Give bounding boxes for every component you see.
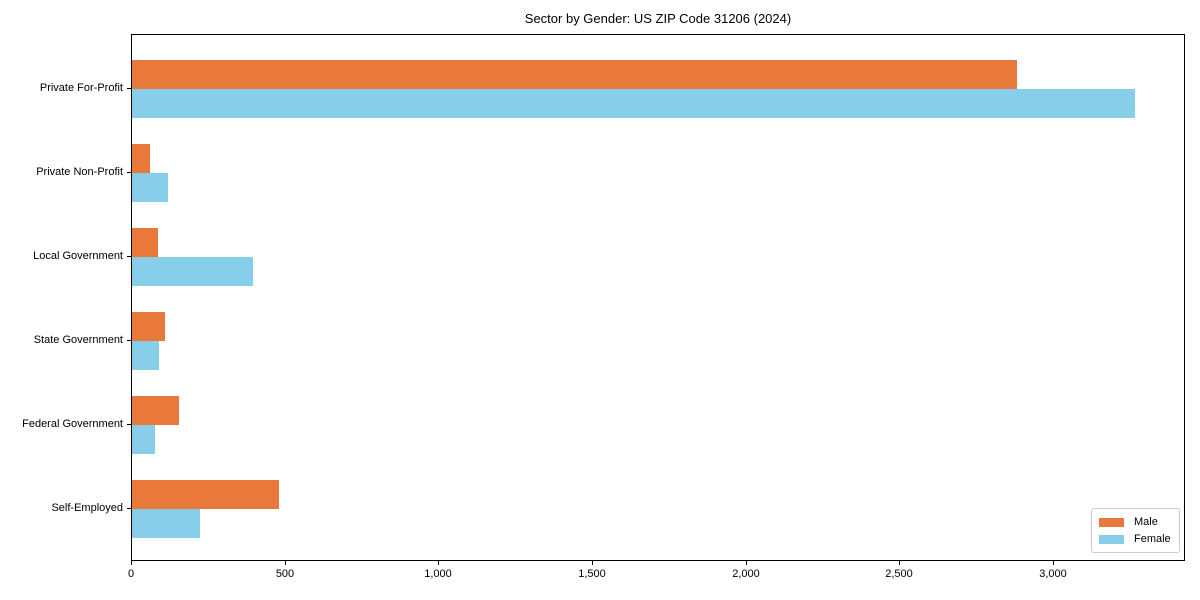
x-tick-label: 2,000 (732, 568, 760, 580)
x-tick-mark (131, 561, 132, 565)
x-tick-mark (746, 561, 747, 565)
bar-male-self-employed (132, 480, 279, 509)
legend-swatch-female-icon (1099, 534, 1124, 544)
y-tick-label: Private Non-Profit (36, 166, 123, 178)
plot-area (131, 34, 1185, 561)
chart-title: Sector by Gender: US ZIP Code 31206 (202… (524, 11, 792, 26)
x-tick-mark (1053, 561, 1054, 565)
x-tick-label: 3,000 (1039, 568, 1067, 580)
bar-male-private-for-profit (132, 60, 1017, 89)
x-tick-label: 500 (275, 568, 295, 580)
y-tick-mark (127, 424, 131, 425)
y-tick-mark (127, 508, 131, 509)
y-tick-mark (127, 340, 131, 341)
y-tick-mark (127, 172, 131, 173)
y-tick-label: State Government (33, 334, 123, 346)
x-tick-mark (899, 561, 900, 565)
legend-item-female: Female (1099, 533, 1172, 546)
x-tick-label: 1,000 (424, 568, 452, 580)
bar-female-self-employed (132, 509, 200, 538)
y-tick-label: Private For-Profit (39, 82, 123, 94)
y-tick-label: Self-Employed (51, 502, 123, 514)
legend-label-male: Male (1134, 515, 1158, 528)
y-tick-label: Federal Government (22, 418, 123, 430)
bar-male-state-government (132, 312, 165, 341)
bar-female-local-government (132, 257, 253, 286)
bar-female-private-for-profit (132, 89, 1135, 118)
x-tick-label: 0 (127, 568, 135, 580)
x-tick-label: 2,500 (885, 568, 913, 580)
legend-label-female: Female (1134, 532, 1171, 545)
x-tick-mark (285, 561, 286, 565)
y-tick-mark (127, 256, 131, 257)
bar-female-state-government (132, 341, 159, 370)
legend-swatch-male-icon (1099, 517, 1124, 527)
legend: Male Female (1091, 508, 1180, 553)
y-tick-mark (127, 88, 131, 89)
bar-female-federal-government (132, 425, 155, 454)
legend-item-male: Male (1099, 516, 1172, 529)
y-tick-label: Local Government (33, 250, 123, 262)
bar-male-local-government (132, 228, 158, 257)
x-tick-mark (592, 561, 593, 565)
bar-male-federal-government (132, 396, 179, 425)
x-tick-label: 1,500 (578, 568, 606, 580)
bar-female-private-non-profit (132, 173, 168, 202)
bar-male-private-non-profit (132, 144, 150, 173)
x-tick-mark (438, 561, 439, 565)
